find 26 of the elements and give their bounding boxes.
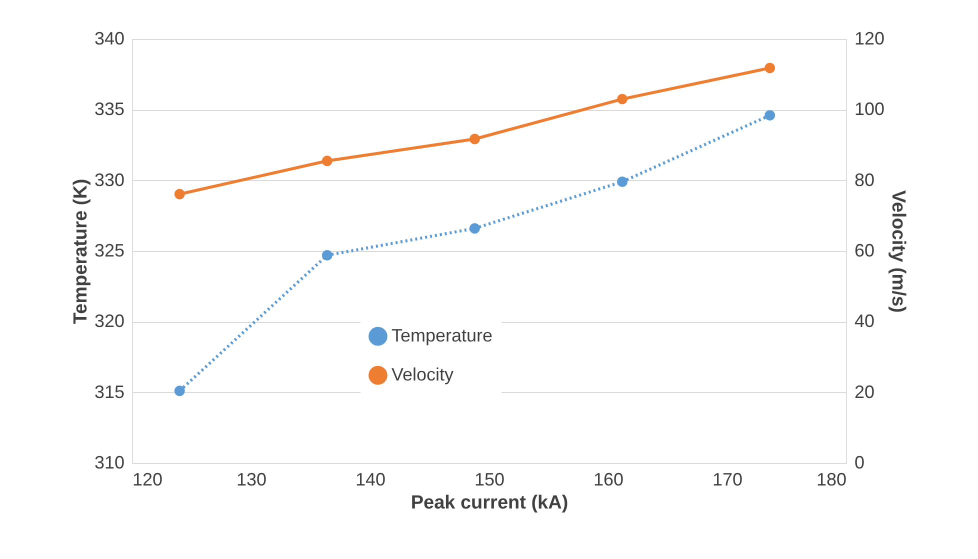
y2-tick-label: 40: [854, 311, 875, 332]
y-tick-label: 335: [94, 99, 124, 120]
y2-tick-label: 0: [854, 452, 865, 472]
y-tick-label: 320: [94, 311, 124, 332]
x-tick-label: 150: [474, 470, 505, 490]
x-tick-label: 170: [712, 470, 743, 490]
y2-axis-title: Velocity (m/s): [888, 190, 909, 313]
y2-tick-label: 20: [854, 382, 875, 402]
x-tick-label: 130: [236, 470, 267, 490]
y-tick-label: 330: [94, 170, 124, 190]
x-tick-label: 180: [816, 470, 846, 490]
x-axis-title: Peak current (kA): [410, 492, 568, 514]
y2-tick-label: 120: [854, 28, 885, 48]
y-tick-label: 315: [94, 382, 124, 402]
y-tick-label: 340: [94, 28, 124, 48]
y-tick-label: 310: [94, 452, 124, 472]
y-tick-label: 325: [94, 240, 124, 260]
y-axis-title: Temperature (K): [70, 178, 92, 324]
legend-label: Velocity: [391, 364, 454, 384]
y2-tick-label: 60: [854, 240, 875, 260]
x-tick-label: 120: [132, 470, 163, 490]
y2-tick-label: 80: [854, 170, 875, 190]
x-tick-label: 140: [355, 470, 386, 490]
legend-label: Temperature: [391, 325, 493, 346]
y2-tick-label: 100: [854, 99, 885, 120]
x-tick-label: 160: [593, 470, 624, 490]
